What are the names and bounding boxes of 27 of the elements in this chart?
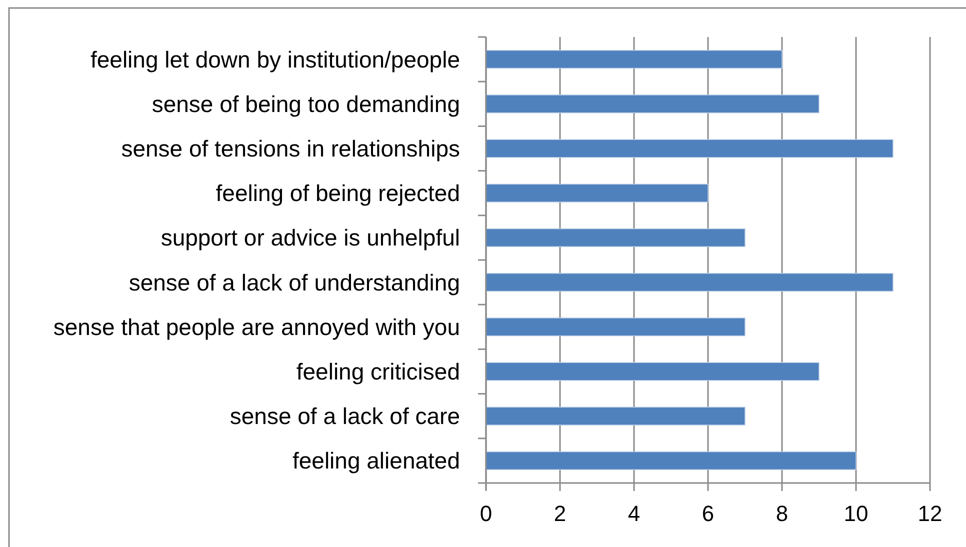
y-tick-label: feeling alienated	[292, 448, 460, 474]
x-tick-label: 10	[844, 501, 868, 526]
bar	[486, 362, 820, 381]
y-tick-label: sense of a lack of understanding	[128, 269, 460, 296]
y-tick-label: sense that people are annoyed with you	[53, 314, 460, 340]
bar	[486, 406, 746, 426]
bar	[486, 50, 782, 69]
x-tick-label: 4	[628, 501, 640, 526]
bar	[486, 451, 856, 470]
y-tick-label: feeling of being rejected	[216, 180, 460, 206]
x-tick-label: 0	[480, 501, 492, 526]
x-tick-label: 8	[776, 501, 788, 526]
y-tick-label: feeling criticised	[296, 358, 460, 384]
bar	[486, 228, 746, 248]
y-tick-label: feeling let down by institution/people	[90, 46, 460, 72]
bar	[486, 94, 820, 114]
bar	[486, 272, 894, 292]
y-tick-label: support or advice is unhelpful	[160, 224, 460, 251]
bar	[486, 318, 746, 336]
y-tick-label: sense of being too demanding	[152, 90, 460, 117]
y-tick-label: sense of tensions in relationships	[121, 136, 460, 162]
x-tick-label: 6	[702, 501, 714, 526]
y-tick-label: sense of a lack of care	[230, 403, 460, 430]
bar	[486, 184, 708, 202]
bar	[486, 139, 894, 158]
x-tick-label: 12	[918, 501, 942, 526]
x-tick-label: 2	[554, 501, 566, 526]
